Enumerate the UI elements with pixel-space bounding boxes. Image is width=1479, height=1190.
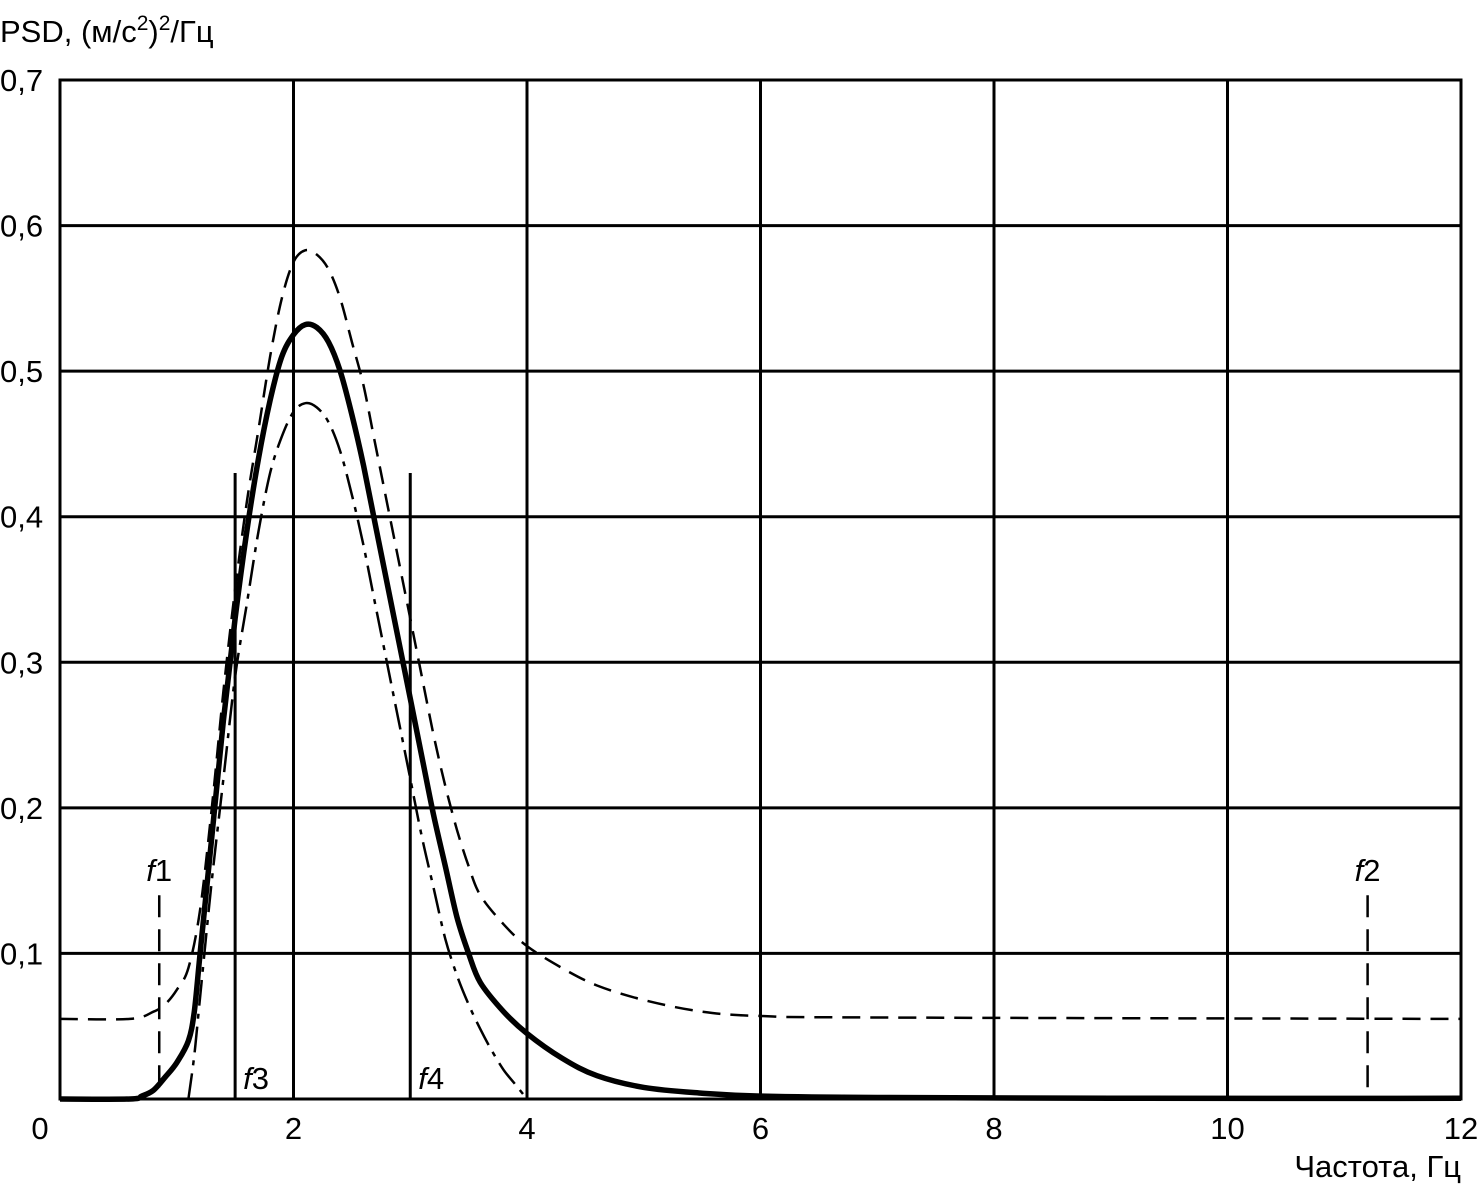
grid-lines xyxy=(60,80,1461,1099)
series-line-solid xyxy=(59,321,1462,1102)
y-tick-label: 0,3 xyxy=(0,645,43,680)
x-tick-label: 4 xyxy=(518,1111,535,1146)
series-group xyxy=(59,248,1462,1102)
frequency-markers: f1 f2 f3 f4 xyxy=(146,473,1381,1099)
y-tick-label: 0,7 xyxy=(0,63,43,98)
marker-label-f3: f3 xyxy=(243,1061,269,1096)
y-axis-title: PSD, (м/с2)2/Гц xyxy=(0,12,214,49)
marker-label-f4: f4 xyxy=(418,1061,444,1096)
x-tick-label: 8 xyxy=(985,1111,1002,1146)
marker-label-f1: f1 xyxy=(146,853,172,888)
x-tick-label: 10 xyxy=(1210,1111,1244,1146)
x-tick-labels: 0 2 4 6 8 10 12 xyxy=(31,1111,1478,1146)
x-tick-label: 12 xyxy=(1444,1111,1478,1146)
plot-frame xyxy=(58,78,1463,1101)
y-tick-label: 0,5 xyxy=(0,354,43,389)
x-tick-label: 2 xyxy=(285,1111,302,1146)
y-tick-label: 0,6 xyxy=(0,209,43,244)
x-axis-title: Частота, Гц xyxy=(1294,1149,1461,1184)
series-line-dash-dot xyxy=(187,401,528,1100)
x-tick-label: 0 xyxy=(31,1111,48,1146)
marker-label-f2: f2 xyxy=(1355,853,1381,888)
y-tick-label: 0,4 xyxy=(0,500,43,535)
y-tick-labels: 0,1 0,2 0,3 0,4 0,5 0,6 0,7 xyxy=(0,63,43,971)
x-tick-label: 6 xyxy=(752,1111,769,1146)
y-tick-label: 0,1 xyxy=(0,936,43,971)
y-tick-label: 0,2 xyxy=(0,791,43,826)
plot-border xyxy=(58,78,1463,1101)
series-line-dashed xyxy=(59,248,1462,1021)
